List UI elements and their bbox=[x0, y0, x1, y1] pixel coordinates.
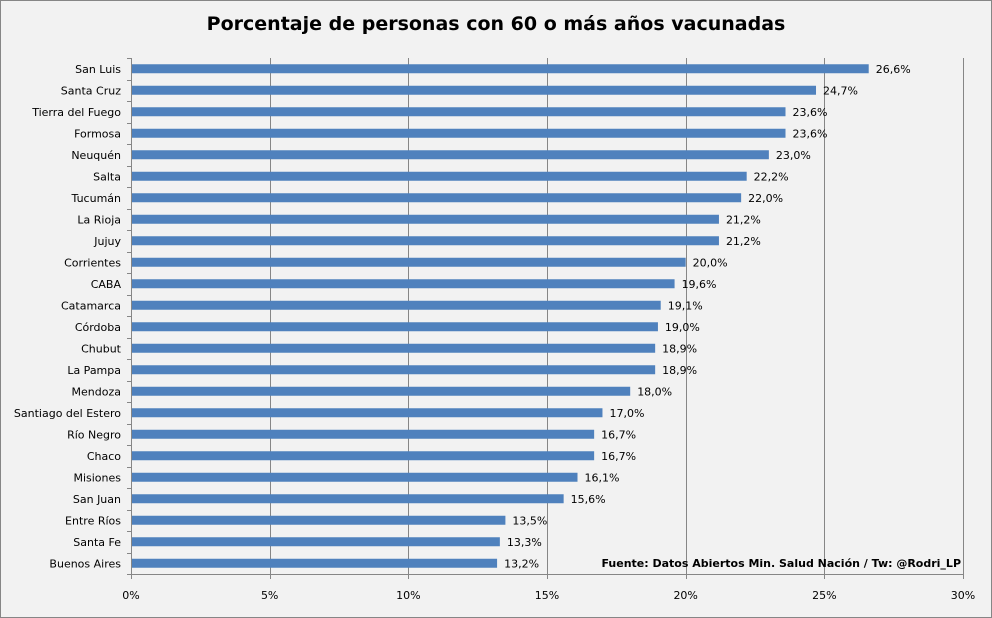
bar bbox=[131, 365, 656, 375]
category-label: Corrientes bbox=[64, 256, 121, 269]
data-label: 16,7% bbox=[601, 450, 636, 463]
data-label: 13,2% bbox=[504, 557, 539, 570]
data-label: 19,1% bbox=[668, 299, 703, 312]
category-label: Formosa bbox=[74, 127, 121, 140]
data-label: 24,7% bbox=[823, 84, 858, 97]
chart-title: Porcentaje de personas con 60 o más años… bbox=[206, 13, 786, 35]
bar bbox=[131, 236, 719, 246]
bar bbox=[131, 128, 786, 138]
data-label: 13,5% bbox=[512, 514, 547, 527]
data-label: 15,6% bbox=[571, 493, 606, 506]
data-label: 21,2% bbox=[726, 213, 761, 226]
x-tick-label: 15% bbox=[535, 589, 559, 602]
data-label: 16,7% bbox=[601, 428, 636, 441]
category-label: La Pampa bbox=[67, 364, 121, 377]
x-tick-label: 5% bbox=[261, 589, 278, 602]
data-label: 16,1% bbox=[585, 471, 620, 484]
category-label: San Juan bbox=[73, 493, 121, 506]
bar bbox=[131, 451, 595, 461]
bar bbox=[131, 64, 869, 74]
category-label: Córdoba bbox=[75, 321, 121, 334]
category-label: Chaco bbox=[87, 450, 121, 463]
data-label: 21,2% bbox=[726, 235, 761, 248]
data-label: 22,0% bbox=[748, 192, 783, 205]
source-annotation: Fuente: Datos Abiertos Min. Salud Nación… bbox=[601, 557, 961, 570]
bar bbox=[131, 107, 786, 117]
category-label: Misiones bbox=[73, 471, 121, 484]
category-label: Neuquén bbox=[71, 149, 121, 162]
bar bbox=[131, 322, 658, 332]
data-label: 20,0% bbox=[693, 256, 728, 269]
bar bbox=[131, 214, 719, 224]
category-label: Tucumán bbox=[71, 192, 121, 205]
category-label: La Rioja bbox=[77, 213, 121, 226]
bar bbox=[131, 171, 747, 181]
x-tick-label: 30% bbox=[951, 589, 975, 602]
bar bbox=[131, 515, 506, 525]
data-label: 18,9% bbox=[662, 342, 697, 355]
data-label: 17,0% bbox=[609, 407, 644, 420]
data-label: 19,0% bbox=[665, 321, 700, 334]
bar bbox=[131, 343, 656, 353]
x-tick-label: 20% bbox=[673, 589, 697, 602]
category-label: Entre Ríos bbox=[65, 514, 121, 527]
category-label: Tierra del Fuego bbox=[31, 106, 121, 119]
category-label: CABA bbox=[91, 278, 122, 291]
bar bbox=[131, 537, 500, 547]
bar bbox=[131, 193, 742, 203]
data-label: 26,6% bbox=[876, 63, 911, 76]
data-label: 18,9% bbox=[662, 364, 697, 377]
bar bbox=[131, 257, 686, 267]
data-label: 23,0% bbox=[776, 149, 811, 162]
x-tick-label: 0% bbox=[122, 589, 139, 602]
data-label: 13,3% bbox=[507, 536, 542, 549]
bar bbox=[131, 300, 661, 310]
bar bbox=[131, 150, 769, 160]
category-label: Santa Cruz bbox=[61, 84, 121, 97]
data-label: 23,6% bbox=[793, 127, 828, 140]
category-label: San Luis bbox=[75, 63, 121, 76]
bar bbox=[131, 386, 631, 396]
data-label: 23,6% bbox=[793, 106, 828, 119]
data-label: 19,6% bbox=[682, 278, 717, 291]
category-label: Mendoza bbox=[72, 385, 121, 398]
category-label: Jujuy bbox=[93, 235, 121, 248]
bar bbox=[131, 494, 564, 504]
bar bbox=[131, 429, 595, 439]
bar bbox=[131, 279, 675, 289]
category-label: Río Negro bbox=[67, 428, 121, 441]
data-label: 18,0% bbox=[637, 385, 672, 398]
category-label: Santa Fe bbox=[73, 536, 121, 549]
category-label: Santiago del Estero bbox=[14, 407, 121, 420]
x-tick-label: 10% bbox=[396, 589, 420, 602]
category-label: Salta bbox=[93, 170, 121, 183]
bar bbox=[131, 408, 603, 418]
bar bbox=[131, 85, 817, 95]
category-label: Chubut bbox=[81, 342, 122, 355]
bar bbox=[131, 558, 498, 568]
category-label: Buenos Aires bbox=[49, 557, 121, 570]
bar bbox=[131, 472, 578, 482]
data-label: 22,2% bbox=[754, 170, 789, 183]
x-tick-label: 25% bbox=[812, 589, 836, 602]
category-label: Catamarca bbox=[61, 299, 121, 312]
